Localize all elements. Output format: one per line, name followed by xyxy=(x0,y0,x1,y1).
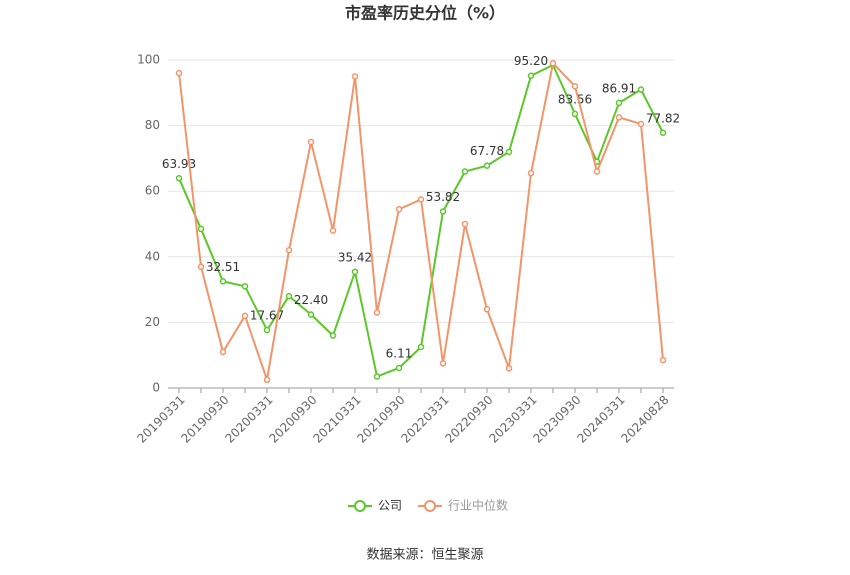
point xyxy=(329,227,337,234)
point xyxy=(219,278,227,285)
x-tick-label: 20240828 xyxy=(619,393,672,446)
point xyxy=(219,348,227,356)
data-label: 77.82 xyxy=(646,111,680,125)
point xyxy=(263,326,271,334)
point xyxy=(241,312,249,320)
data-label: 32.51 xyxy=(206,260,240,274)
data-label: 53.82 xyxy=(426,190,460,204)
point xyxy=(615,114,623,121)
point xyxy=(285,246,293,254)
point xyxy=(637,120,645,128)
data-label: 95.20 xyxy=(514,54,548,68)
legend-marker xyxy=(354,500,366,512)
data-label: 67.78 xyxy=(470,144,504,158)
point xyxy=(395,205,403,213)
y-tick-label: 60 xyxy=(145,184,160,198)
y-tick-label: 80 xyxy=(145,118,160,132)
point xyxy=(417,196,425,203)
y-tick-label: 20 xyxy=(145,315,160,329)
data-label: 17.67 xyxy=(250,309,284,323)
point xyxy=(527,72,535,79)
point xyxy=(461,168,469,175)
point xyxy=(417,343,425,351)
point xyxy=(351,73,359,80)
point xyxy=(395,364,403,372)
point xyxy=(637,86,645,93)
point xyxy=(571,82,579,90)
legend-marker xyxy=(424,500,436,512)
point xyxy=(175,175,183,182)
point xyxy=(461,220,469,228)
point xyxy=(593,168,601,175)
data-label: 63.93 xyxy=(162,157,196,171)
y-tick-label: 0 xyxy=(152,381,160,395)
point xyxy=(527,169,535,177)
point xyxy=(307,311,315,318)
point xyxy=(373,373,381,380)
data-label: 83.56 xyxy=(558,92,592,106)
point xyxy=(659,356,667,364)
legend-label: 行业中位数 xyxy=(448,498,508,513)
point xyxy=(373,309,381,316)
point xyxy=(505,148,513,156)
point xyxy=(483,306,491,313)
point xyxy=(549,60,557,67)
y-tick-label: 100 xyxy=(137,53,160,67)
point xyxy=(505,365,513,372)
point xyxy=(329,332,337,339)
point xyxy=(285,292,293,300)
point xyxy=(439,208,447,215)
series-line xyxy=(178,63,664,378)
data-label: 6.11 xyxy=(386,346,413,360)
point xyxy=(483,162,491,169)
point xyxy=(175,69,183,77)
source: 数据来源：恒生聚源 xyxy=(366,548,483,563)
point xyxy=(241,283,249,290)
point xyxy=(263,376,271,384)
legend-label: 公司 xyxy=(378,499,402,513)
point xyxy=(197,225,205,233)
series-line xyxy=(178,61,664,381)
point xyxy=(197,263,205,270)
chart-title: 市盈率历史分位（%） xyxy=(345,4,505,23)
data-label: 86.91 xyxy=(602,81,636,95)
point xyxy=(659,129,667,137)
point xyxy=(351,268,359,276)
point xyxy=(439,360,447,367)
point xyxy=(571,110,579,118)
data-label: 22.40 xyxy=(294,293,328,307)
data-label: 35.42 xyxy=(338,250,372,264)
point xyxy=(307,138,315,146)
point xyxy=(615,99,623,107)
y-tick-label: 40 xyxy=(145,249,160,263)
